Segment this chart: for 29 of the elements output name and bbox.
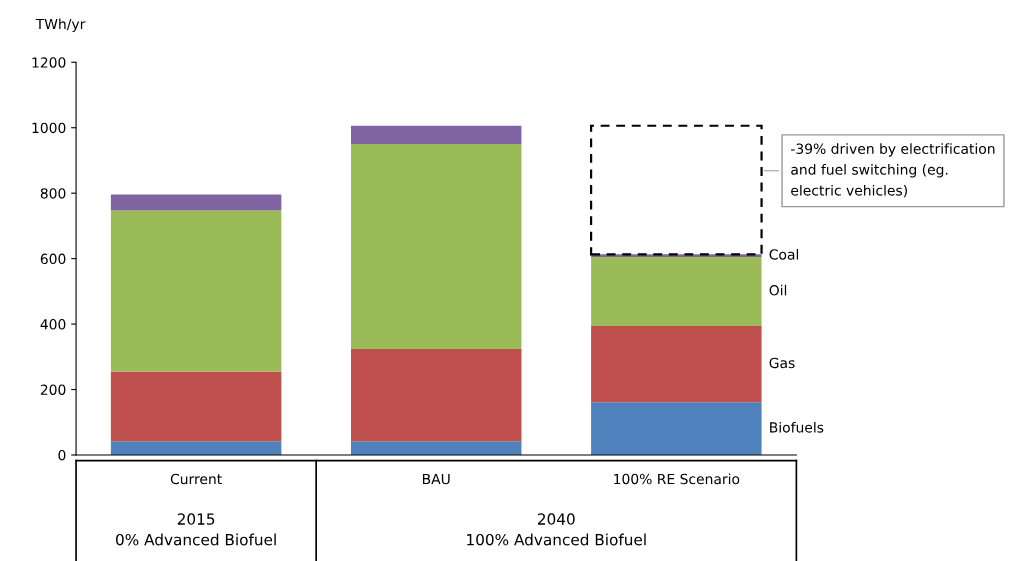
y-tick-label: 800	[40, 188, 66, 199]
text: 2040 100% Advanced Biofuel	[467, 513, 646, 546]
bar	[110, 371, 282, 442]
bar	[591, 256, 762, 327]
x-tick-label: Current	[170, 473, 222, 485]
x-tick-label: BAU	[422, 473, 450, 485]
bar	[350, 348, 522, 442]
bar	[110, 441, 282, 455]
bar	[110, 210, 282, 372]
y-tick-label: 1000	[32, 122, 66, 134]
y-tick-label: 200	[40, 384, 66, 395]
y-axis-title: TWh/yr	[35, 18, 86, 32]
bar	[350, 125, 522, 145]
series-label: Coal	[769, 248, 799, 260]
bar	[591, 402, 762, 455]
x-tick-label: 100% RE Scenario	[614, 473, 740, 485]
text: 2015 0% Advanced Biofuel	[116, 513, 276, 546]
bar	[110, 194, 282, 211]
series-label: Gas	[769, 357, 795, 369]
bar	[350, 441, 522, 455]
series-label: Biofuels	[770, 421, 824, 433]
y-tick-label: 1200	[32, 57, 66, 68]
y-tick-label: 600	[40, 253, 66, 265]
y-tick-label: 0	[58, 449, 66, 461]
bar	[591, 326, 762, 403]
annotation: -39% driven by electrification and fuel switching (eg. electric vehicles)	[791, 143, 995, 198]
series-label: Oil	[769, 284, 787, 296]
bar	[350, 144, 522, 349]
y-tick-label: 400	[40, 319, 66, 330]
